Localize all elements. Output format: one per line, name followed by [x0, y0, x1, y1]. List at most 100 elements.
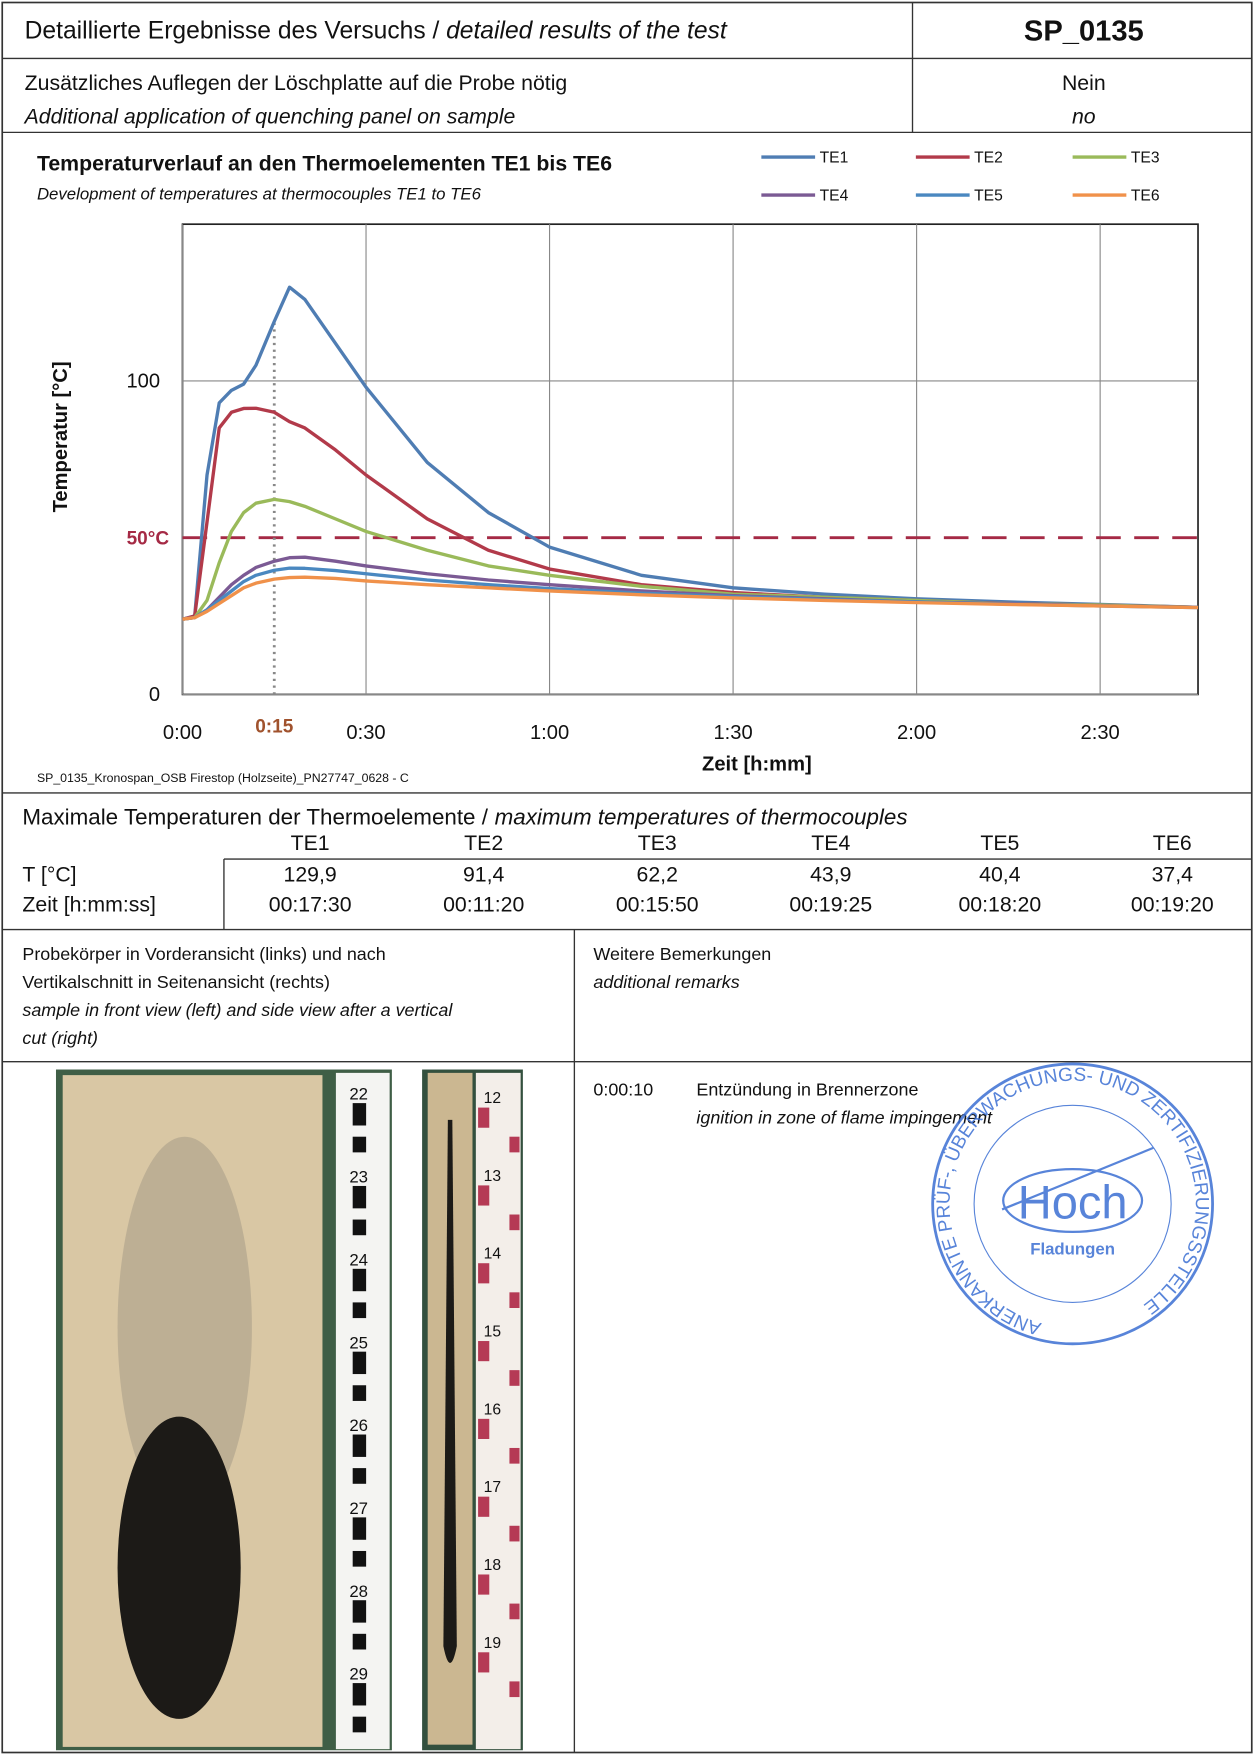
cell: 00:11:20	[443, 893, 524, 917]
y-tick-label: 0	[149, 684, 160, 706]
ruler-tick	[478, 1496, 490, 1517]
y-tick-label: 100	[126, 371, 160, 393]
column-header: TE4	[811, 831, 850, 855]
x-tick-label: 2:00	[897, 722, 936, 744]
legend-label: TE4	[820, 188, 849, 205]
side-photo	[422, 1069, 523, 1751]
ruler-tick	[509, 1136, 520, 1153]
cell: 40,4	[979, 862, 1021, 886]
ruler-tick	[478, 1652, 490, 1673]
quench-label: Zusätzliches Auflegen der Löschplatte au…	[25, 71, 568, 95]
column-header: TE2	[464, 831, 503, 855]
ruler-tick	[478, 1263, 490, 1284]
threshold-label: 50°C	[127, 528, 170, 549]
marker-label: 0:15	[255, 717, 293, 738]
ruler-label: 18	[484, 1557, 502, 1574]
stamp: ANERKANNTE PRÜF-, ÜBERWACHUNGS- UND ZERT…	[931, 1062, 1214, 1346]
photo-caption: Probekörper in Vorderansicht (links) und…	[22, 944, 385, 964]
ruler-tick	[352, 1103, 367, 1126]
ruler-label: 28	[349, 1582, 368, 1601]
remark-time: 0:00:10	[593, 1079, 653, 1099]
soot	[117, 1136, 252, 1518]
ruler-tick	[478, 1418, 490, 1440]
cell: 00:18:20	[958, 893, 1041, 917]
column-header: TE5	[980, 831, 1019, 855]
stamp-name: Hoch	[1018, 1175, 1128, 1228]
ruler-label: 16	[484, 1401, 502, 1418]
ruler-tick	[352, 1185, 367, 1209]
ruler-tick	[352, 1633, 367, 1650]
legend-label: TE5	[974, 188, 1003, 205]
quench-label-en: Additional application of quenching pane…	[23, 104, 516, 128]
rulers: 22 23 24 25 26 27 28 29 12 13 14 15 16 17 18 19	[349, 1085, 520, 1733]
cell: 00:19:25	[789, 893, 872, 917]
chart-subtitle: Development of temperatures at thermocou…	[37, 185, 482, 204]
stamp-ring	[931, 1062, 1214, 1346]
x-tick-label: 0:30	[346, 722, 385, 744]
ruler-label: 14	[484, 1246, 502, 1263]
x-tick-label: 0:00	[163, 722, 202, 744]
ruler-label: 27	[349, 1499, 368, 1518]
photo-caption-en: cut (right)	[22, 1028, 98, 1048]
table-title-de: Maximale Temperaturen der Thermoelemente…	[22, 804, 488, 829]
ruler-tick	[352, 1385, 367, 1401]
header-title: Detaillierte Ergebnisse des Versuchs / de…	[25, 17, 728, 44]
ruler-tick	[352, 1434, 367, 1457]
ruler-tick	[352, 1600, 367, 1623]
plot: 0 100 0:00 0:30 1:00 1:30 2:00 2:30 50°C 0:15 TE1 T…	[126, 150, 1199, 744]
burn-depth	[443, 1119, 457, 1663]
cell: 00:15:50	[616, 893, 699, 917]
ruler-tick	[509, 1681, 520, 1698]
legend-label: TE6	[1131, 188, 1160, 205]
legend-label: TE2	[974, 150, 1003, 167]
ruler-tick	[352, 1517, 367, 1540]
ruler-label: 24	[349, 1250, 368, 1269]
test-id: SP_0135	[1024, 16, 1144, 48]
ruler-tick	[478, 1107, 490, 1128]
remark-text-en: ignition in zone of flame impingement	[696, 1107, 993, 1127]
ruler-tick	[478, 1574, 490, 1595]
cell: 00:19:20	[1131, 893, 1214, 917]
table-title: Maximale Temperaturen der Thermoelemente…	[22, 804, 907, 829]
ruler-tick	[478, 1341, 490, 1362]
ruler-label: 26	[349, 1416, 368, 1435]
remarks-title: Weitere Bemerkungen	[593, 944, 771, 964]
cell: 62,2	[637, 862, 678, 886]
x-tick-label: 2:30	[1081, 722, 1120, 744]
ruler-tick	[352, 1683, 367, 1706]
ruler-tick	[509, 1214, 520, 1231]
photo-caption-en: sample in front view (left) and side vie…	[22, 1000, 453, 1020]
row-label: T [°C]	[22, 862, 76, 886]
quench-value-en: no	[1072, 104, 1096, 128]
column-header: TE6	[1153, 831, 1192, 855]
x-tick-label: 1:00	[530, 722, 569, 744]
ruler-tick	[509, 1447, 520, 1464]
ruler-tick	[352, 1468, 367, 1484]
ruler-tick	[509, 1370, 520, 1386]
plot-area	[181, 223, 1199, 696]
ruler-tick	[509, 1292, 520, 1309]
cell: 91,4	[463, 862, 505, 886]
ruler-tick	[352, 1550, 367, 1567]
burn-mark	[117, 1416, 241, 1719]
ruler-tick	[478, 1185, 490, 1206]
max-table: TE1 TE2 TE3 TE4 TE5 TE6 T [°C] 129,9 91,4 62,2 43,…	[22, 831, 1213, 917]
cell: 00:17:30	[269, 893, 352, 917]
remarks-title-en: additional remarks	[593, 972, 739, 992]
ruler-label: 22	[349, 1085, 368, 1104]
ruler-tick	[352, 1136, 367, 1153]
quench-value: Nein	[1062, 71, 1106, 95]
remark-text: Entzündung in Brennerzone	[696, 1079, 918, 1099]
logo-ellipse	[1002, 1168, 1144, 1233]
ruler-label: 25	[349, 1333, 368, 1352]
ruler-tick	[352, 1268, 367, 1292]
ruler-label: 29	[349, 1665, 368, 1684]
series-line	[182, 285, 1199, 621]
x-tick-label: 1:30	[713, 722, 752, 744]
legend-label: TE3	[1131, 150, 1160, 167]
cell: 129,9	[284, 862, 337, 886]
chart-note: SP_0135_Kronospan_OSB Firestop (Holzseit…	[37, 771, 409, 785]
row-label: Zeit [h:mm:ss]	[22, 893, 156, 917]
title-en: detailed results of the test	[446, 17, 728, 44]
